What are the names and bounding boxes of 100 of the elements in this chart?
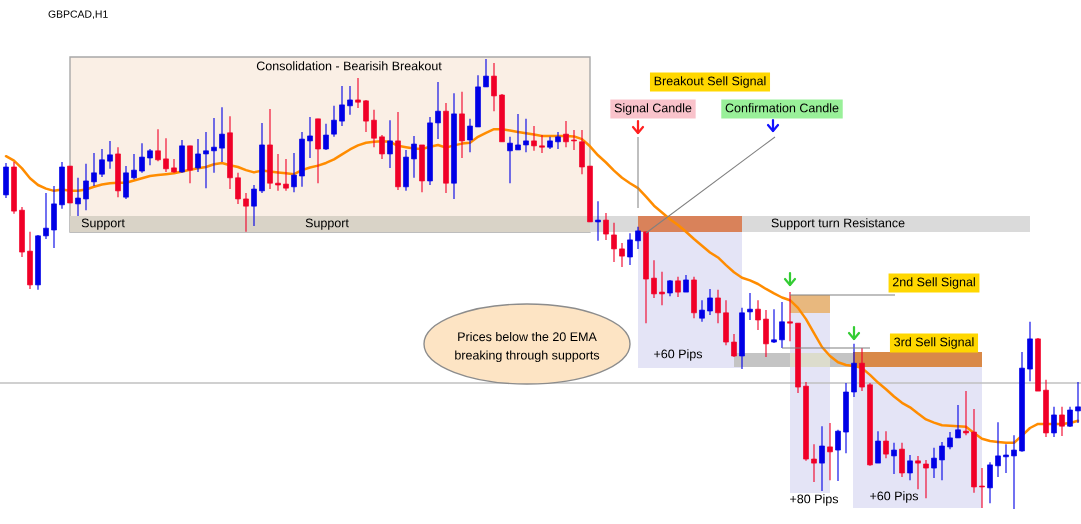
candlestick: [1011, 434, 1017, 510]
chart-title: GBPCAD,H1: [48, 10, 108, 20]
candlestick: [827, 422, 833, 481]
candlestick: [371, 109, 377, 148]
candlestick: [707, 288, 713, 316]
candlestick: [995, 421, 1001, 478]
candlestick: [859, 347, 865, 392]
candlestick: [219, 106, 225, 163]
candlestick: [411, 135, 417, 179]
candlestick: [515, 113, 521, 151]
candlestick: [283, 158, 289, 192]
candlestick: [243, 192, 249, 233]
candlestick: [203, 131, 209, 189]
candlestick: [939, 441, 945, 481]
candlestick: [611, 222, 617, 263]
candlestick: [539, 134, 545, 154]
candlestick: [507, 136, 513, 184]
candlestick: [523, 118, 529, 153]
annotation: Support: [305, 218, 349, 230]
candlestick: [91, 152, 97, 187]
annotation: Support: [81, 218, 125, 230]
candlestick: [923, 459, 929, 499]
candlestick: [771, 308, 777, 344]
candlestick: [659, 271, 665, 306]
candlestick: [387, 119, 393, 169]
candlestick: [835, 429, 841, 482]
candlestick: [699, 299, 705, 323]
annotation: Signal Candle: [614, 103, 692, 115]
candlestick: [627, 232, 633, 266]
candlestick: [899, 442, 905, 478]
candlestick: [987, 461, 993, 504]
candlestick: [363, 99, 369, 133]
candlestick: [195, 138, 201, 173]
annotation: 2nd Sell Signal: [892, 277, 975, 289]
annotation: +80 Pips: [790, 494, 839, 506]
candlestick: [891, 442, 897, 475]
candlestick: [635, 226, 641, 250]
annotation: Support turn Resistance: [771, 218, 905, 230]
annotation: 3rd Sell Signal: [894, 337, 974, 349]
candlestick: [307, 116, 313, 159]
candlestick: [211, 117, 217, 174]
annotation: +60 Pips: [870, 491, 919, 503]
candlestick: [979, 467, 985, 509]
candlestick: [171, 158, 177, 174]
candlestick: [347, 85, 353, 116]
annotation: Consolidation - Bearisih Breakout: [256, 61, 442, 71]
candlestick: [875, 430, 881, 464]
candlestick: [747, 292, 753, 321]
candlestick: [379, 134, 385, 160]
candlestick: [355, 77, 361, 109]
candlestick: [571, 129, 577, 151]
candlestick: [819, 425, 825, 492]
candlestick: [139, 142, 145, 174]
candlestick: [755, 299, 761, 331]
candlestick: [955, 404, 961, 439]
candlestick: [1003, 443, 1009, 474]
candlestick: [603, 212, 609, 241]
candlestick: [1075, 381, 1081, 424]
candlestick: [339, 85, 345, 127]
candlestick: [563, 120, 569, 148]
candlestick: [331, 105, 337, 138]
candlestick: [163, 137, 169, 173]
candlestick: [291, 152, 297, 193]
candlestick: [883, 430, 889, 459]
candlestick: [907, 454, 913, 481]
candlestick: [435, 81, 441, 140]
candlestick: [75, 177, 81, 217]
candlestick: [555, 131, 561, 150]
candlestick: [675, 276, 681, 298]
annotation: Prices below the 20 EMA breaking through supports: [455, 331, 600, 363]
candlestick: [483, 58, 489, 88]
candlestick: [715, 289, 721, 324]
candlestick: [107, 140, 113, 170]
candlestick: [931, 447, 937, 479]
candlestick: [779, 301, 785, 349]
candlestick: [531, 125, 537, 152]
candlestick: [595, 200, 601, 242]
candlestick: [155, 128, 161, 162]
candlestick: [99, 148, 105, 178]
candlestick: [963, 390, 969, 436]
annotation: Confirmation Candle: [725, 103, 839, 113]
candlestick: [1051, 406, 1057, 438]
candlestick: [787, 291, 793, 342]
candlestick: [251, 184, 257, 227]
candlestick: [323, 123, 329, 151]
candlestick: [619, 242, 625, 268]
annotation: Breakout Sell Signal: [654, 76, 766, 88]
candlestick: [131, 153, 137, 180]
candlestick: [811, 443, 817, 483]
candlestick: [275, 153, 281, 192]
candlestick: [43, 192, 49, 240]
candlestick: [491, 62, 497, 112]
annotation: +60 Pips: [654, 349, 703, 361]
candlestick: [1059, 406, 1065, 437]
candlestick: [467, 118, 473, 153]
candlestick: [651, 259, 657, 299]
candlestick: [731, 333, 737, 358]
candlestick: [915, 455, 921, 490]
candlestick: [235, 172, 241, 205]
candlestick: [83, 163, 89, 211]
